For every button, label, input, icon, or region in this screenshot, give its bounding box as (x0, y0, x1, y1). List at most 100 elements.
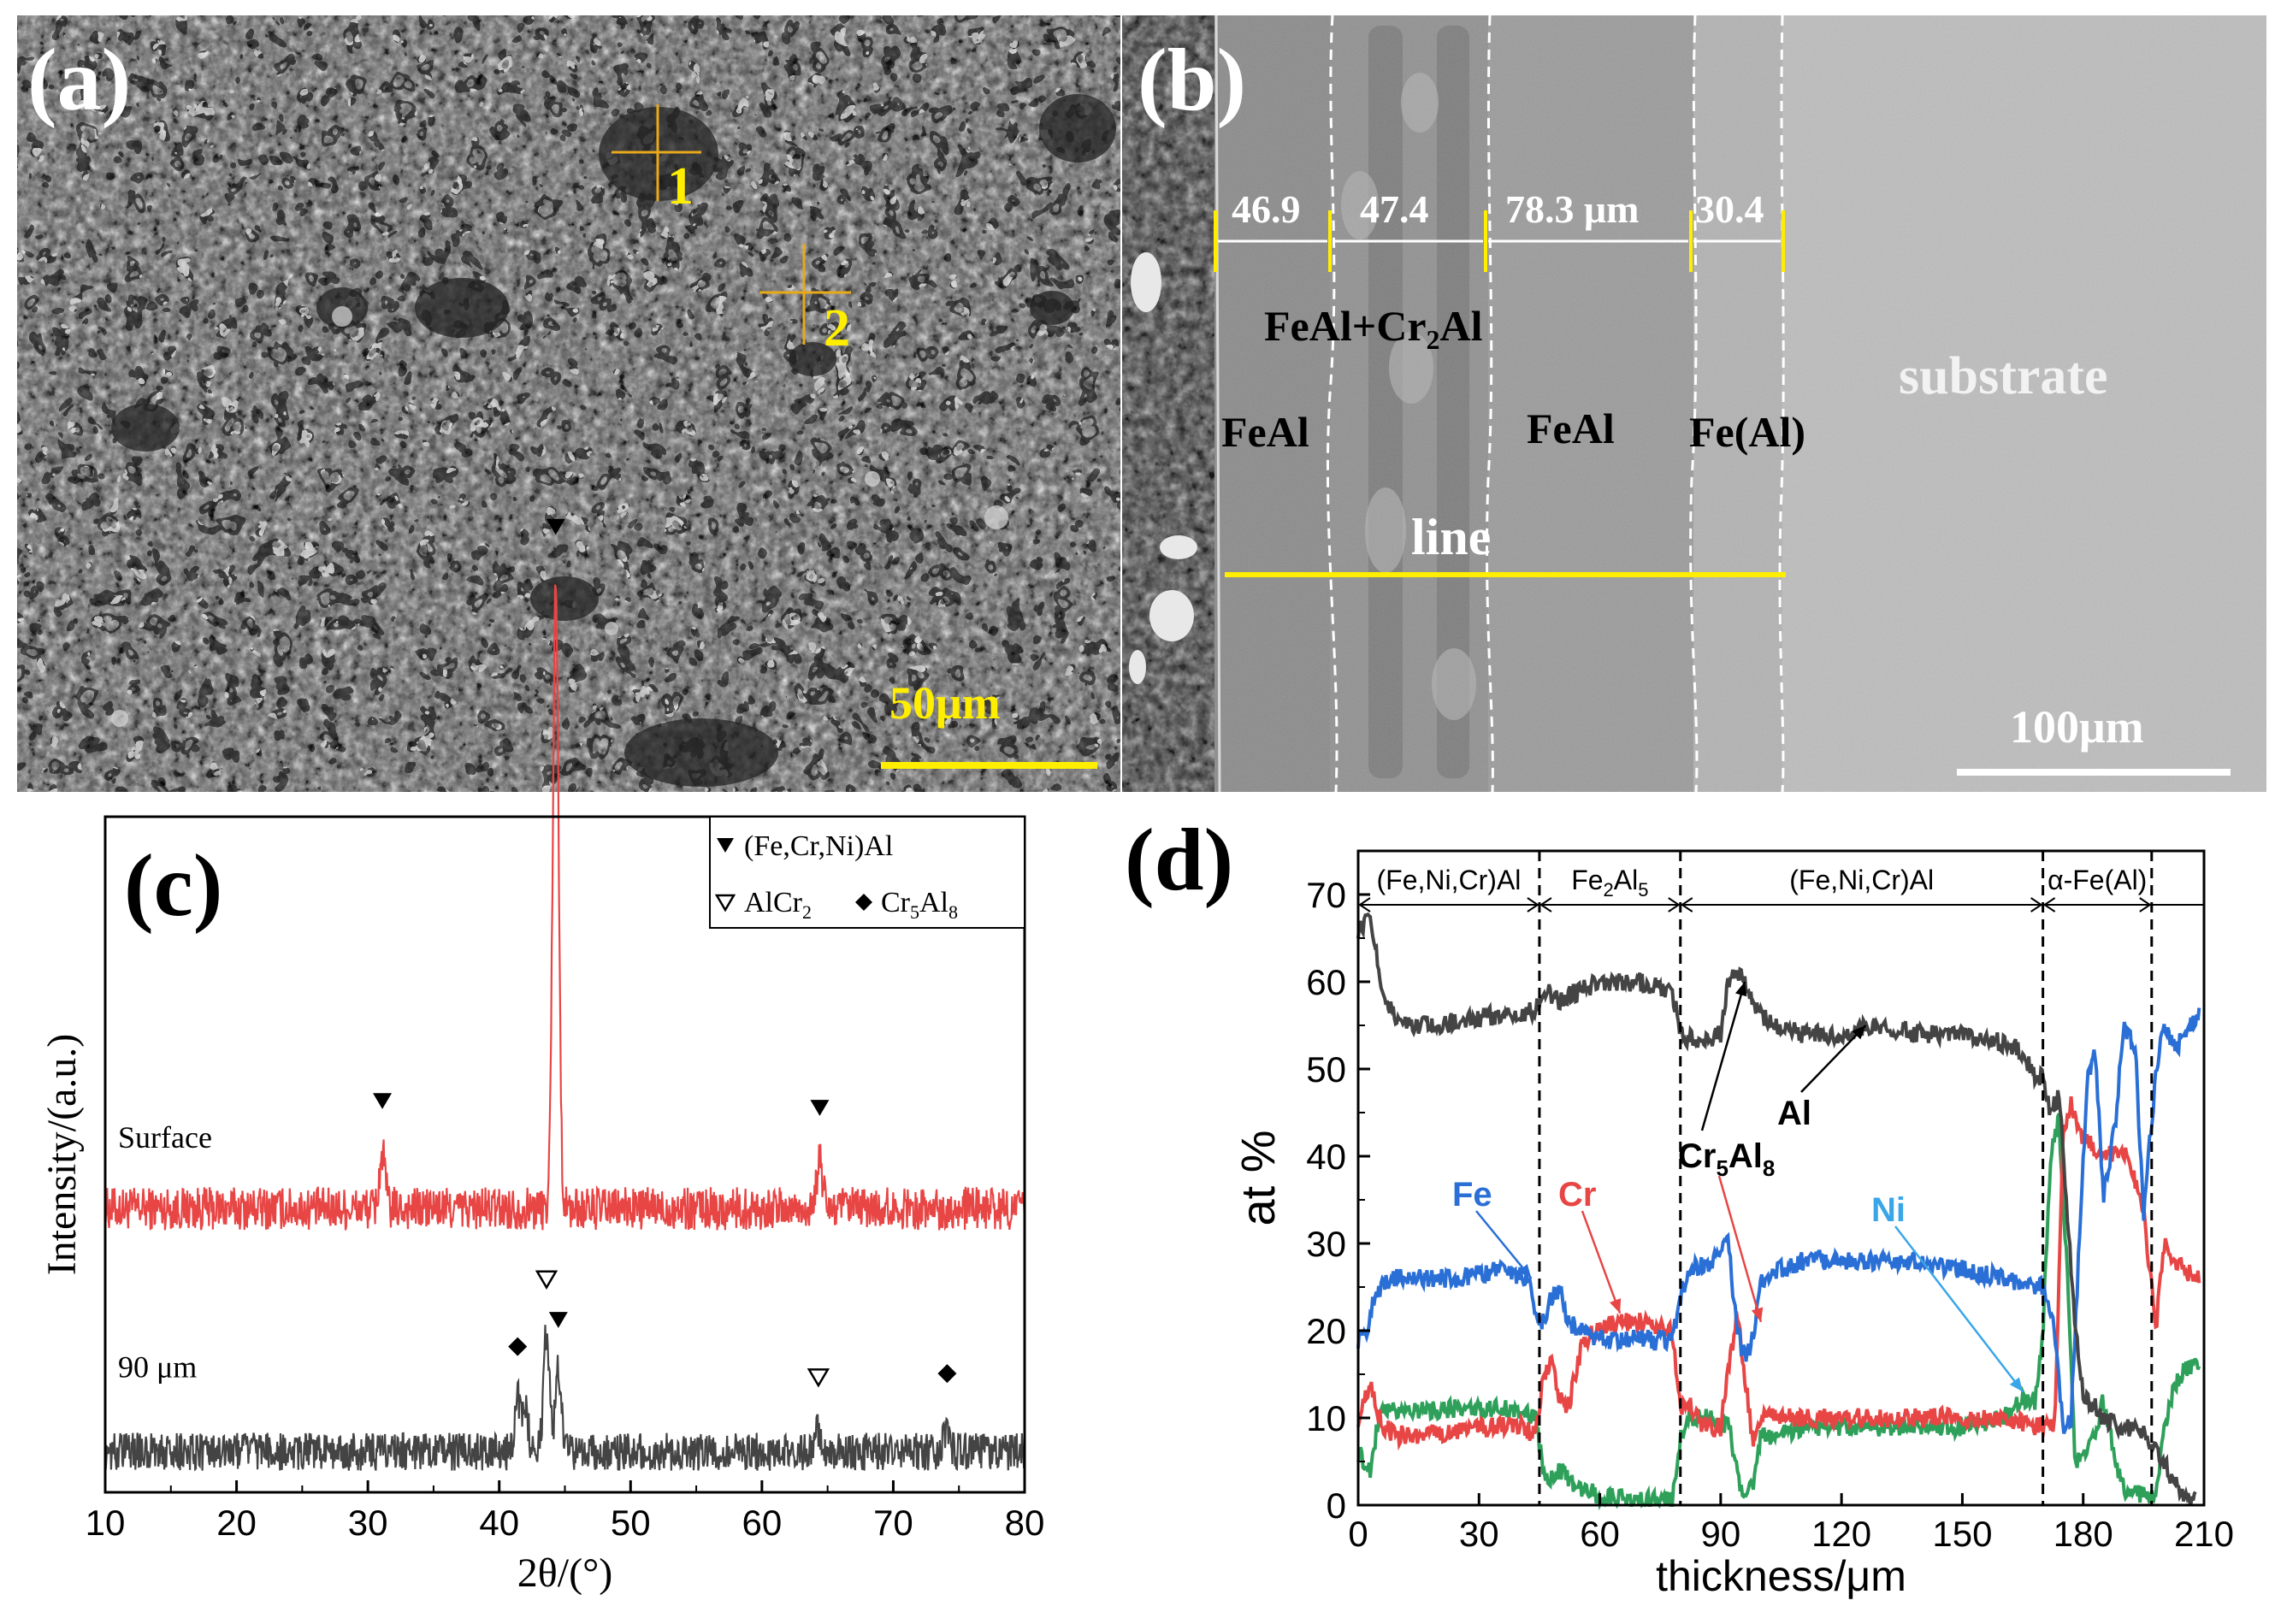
label-part: Al (1614, 865, 1638, 895)
annotation-arrow-fe (1475, 1210, 1533, 1279)
annotation-arrow-cr5al8 (1717, 1175, 1763, 1323)
region-arrow-left (2042, 897, 2056, 912)
panel-c-letter: (c) (124, 836, 222, 935)
legend-symbol-cr5al8 (855, 894, 872, 911)
annotation-arrowhead (1734, 982, 1747, 997)
x-tick-label: 60 (1580, 1514, 1620, 1554)
y-tick-label: 20 (1306, 1311, 1346, 1351)
annotation-arrowhead (1852, 1025, 1866, 1040)
annotation-arrow-al (1800, 1025, 1867, 1093)
panel-b-letter: (b) (1138, 31, 1246, 129)
annotation-arrowhead (2009, 1377, 2024, 1392)
panel-d-linescan-chart: (d) (Fe,Ni,Cr)Al Fe2Al5 (Fe,Ni,Cr)Al α-Fe(Al… (1125, 811, 2234, 1600)
xrd-peak-marker (546, 518, 565, 535)
xrd-series-90um (104, 1325, 1026, 1472)
region-arrow-right (1668, 897, 1681, 912)
series-label-surface: Surface (118, 1120, 212, 1155)
series-label-90um: 90 μm (118, 1350, 197, 1385)
y-tick-label: 30 (1306, 1224, 1346, 1264)
x-tick-label: 20 (216, 1503, 257, 1543)
x-tick-label: 180 (2053, 1514, 2113, 1554)
series-line-fe (1356, 1007, 2201, 1435)
x-tick-label: 50 (611, 1503, 651, 1543)
phase-label-substrate: substrate (1899, 347, 2108, 405)
region-arrow-right (1527, 897, 1539, 912)
label-part: Cr (1678, 1137, 1716, 1175)
thickness-label-2: 47.4 (1360, 187, 1429, 231)
label-part: Al (1728, 1137, 1763, 1175)
label-part: 2 (802, 901, 812, 923)
x-tick-label: 80 (1005, 1503, 1045, 1543)
legend-label-alcr2: AlCr2 (744, 887, 812, 923)
xrd-peak-marker (807, 1368, 830, 1388)
annotation-cr5al8: Cr5Al8 (1678, 1137, 1775, 1181)
y-axis-title: Intensity/(a.u.) (39, 1034, 85, 1276)
x-tick-label: 0 (1348, 1514, 1368, 1554)
label-part: Fe (1571, 865, 1603, 895)
x-tick-label: 10 (86, 1503, 126, 1543)
xrd-peak-marker (810, 1100, 830, 1116)
x-tick-label: 30 (348, 1503, 388, 1543)
annotation-arrow-cr5al8 (1700, 981, 1746, 1131)
panel-b-sem-image (1122, 15, 2266, 792)
region-label: Fe2Al5 (1571, 865, 1648, 901)
mount-bright-debris (1129, 252, 1197, 684)
label-part: 5 (1716, 1155, 1728, 1181)
y-tick-label: 40 (1306, 1137, 1346, 1177)
panel-b-scale-label: 100μm (2010, 701, 2144, 753)
thickness-label-3: 78.3 μm (1505, 187, 1639, 231)
legend-symbol-alcr2 (714, 894, 736, 912)
region-label: α-Fe(Al) (2048, 865, 2147, 895)
annotation-arrowhead (1751, 1307, 1764, 1322)
annotation-cr: Cr (1558, 1176, 1596, 1214)
panel-a-point-markers (612, 104, 851, 345)
thickness-dimension-markers (1214, 210, 1785, 272)
y-tick-label: 10 (1306, 1398, 1346, 1438)
region-arrow-right (2139, 897, 2152, 912)
legend-symbol-fecrnial (717, 838, 734, 853)
annotation-arrow-cr (1581, 1210, 1622, 1314)
panel-d-letter: (d) (1125, 811, 1233, 909)
legend-label-cr5al8: Cr5Al8 (881, 887, 958, 923)
label-part: AlCr (744, 887, 803, 918)
x-axis-title: 2θ/(°) (517, 1550, 613, 1596)
x-tick-label: 210 (2174, 1514, 2234, 1554)
region-arrow-right (2030, 897, 2043, 912)
line-scan-label: line (1411, 509, 1491, 565)
phase-label-fe-al: Fe(Al) (1689, 408, 1805, 456)
region-arrow-left (1680, 897, 1693, 912)
label-part: Al (919, 887, 948, 918)
annotation-arrowhead (1610, 1298, 1622, 1314)
panel-d-axes-frame (1356, 849, 2206, 1507)
panel-a-sem-image (17, 15, 1120, 792)
panel-a-scale-label: 50μm (889, 677, 1001, 729)
point-2-label: 2 (824, 299, 850, 357)
phase-label-feal-cr2al: FeAl+Cr2Al (1264, 302, 1483, 355)
layer-edge-line (1214, 15, 1221, 792)
x-tick-label: 40 (479, 1503, 519, 1543)
y-axis-title: at % (1231, 1130, 1285, 1225)
xrd-peak-marker (535, 1270, 558, 1290)
thickness-label-1: 46.9 (1232, 187, 1301, 231)
y-tick-label: 70 (1306, 875, 1346, 915)
phase-label-feal-left: FeAl (1221, 408, 1309, 456)
annotation-arrow-ni (1894, 1225, 2024, 1393)
x-axis-title: thickness/μm (1656, 1552, 1906, 1600)
region-arrow-left (1539, 897, 1552, 912)
series-line-al (1356, 912, 2197, 1506)
x-tick-label: 150 (1932, 1514, 1992, 1554)
label-part: 8 (1763, 1155, 1775, 1181)
region-label: (Fe,Ni,Cr)Al (1377, 865, 1522, 895)
panel-c-xrd-chart: (c) Surface 90 μm 10 20 30 40 50 60 70 80 2θ/(°) Int… (39, 518, 1045, 1596)
label-part: Cr (881, 887, 911, 918)
label-part: 5 (910, 901, 919, 923)
y-tick-label: 50 (1306, 1049, 1346, 1090)
panel-a-bright-particles (111, 306, 1008, 727)
x-tick-label: 120 (1811, 1514, 1871, 1554)
point-1-label: 1 (667, 157, 694, 216)
region-arrow-left (1358, 897, 1371, 912)
panel-a-letter: (a) (27, 31, 131, 129)
thickness-label-4: 30.4 (1695, 187, 1764, 231)
